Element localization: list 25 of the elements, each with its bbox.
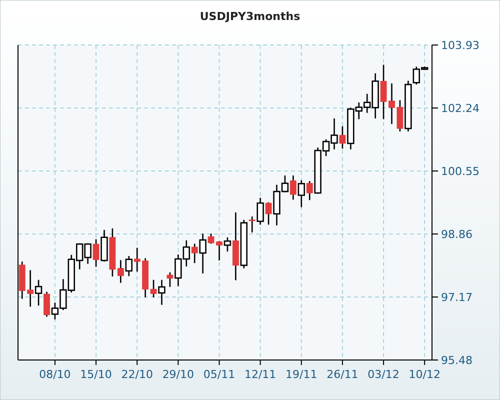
y-tick-label: 103.93 (441, 38, 480, 52)
y-tick-label: 97.17 (441, 290, 472, 304)
x-tick-label: 05/11 (203, 368, 236, 381)
candlestick (158, 279, 166, 306)
candlestick (298, 180, 305, 208)
y-tick-label: 95.48 (441, 354, 472, 367)
y-tick-label: 100.55 (441, 164, 480, 178)
candlestick (100, 229, 108, 262)
y-tick-label: 98.86 (441, 228, 472, 241)
x-tick-label: 22/10 (121, 368, 153, 381)
x-tick-label: 26/11 (326, 368, 358, 381)
x-tick-label: 29/10 (162, 368, 194, 381)
candlestick (256, 197, 264, 226)
x-tick-label: 12/11 (244, 368, 276, 381)
x-tick-label: 03/12 (368, 368, 400, 381)
x-tick-label: 10/12 (408, 368, 440, 381)
candlestick (199, 232, 206, 274)
x-tick-label: 19/11 (286, 368, 318, 381)
candlestick (34, 279, 42, 306)
candlestick (125, 255, 132, 277)
candlestick (224, 236, 232, 252)
y-tick-label: 102.24 (441, 102, 480, 115)
x-tick-label: 15/10 (80, 368, 112, 381)
chart-title: USDJPY3months (200, 10, 301, 23)
x-tick-label: 08/10 (39, 368, 71, 381)
